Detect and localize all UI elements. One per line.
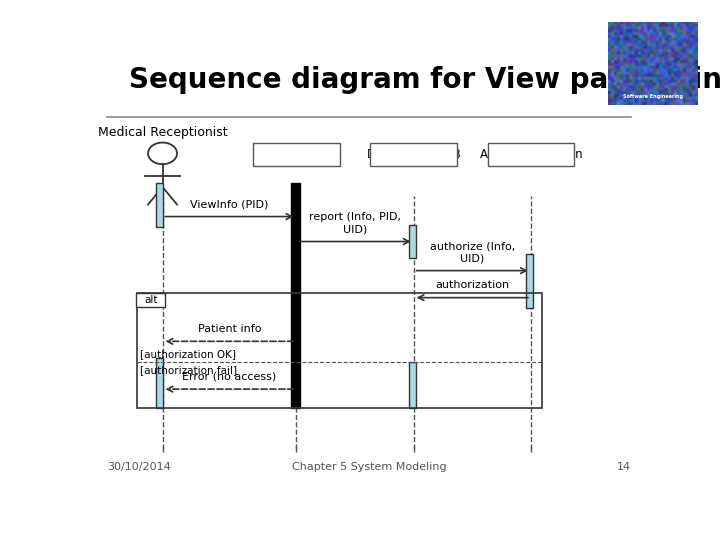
FancyBboxPatch shape (253, 143, 340, 166)
Text: Software Engineering: Software Engineering (624, 93, 683, 99)
Text: Error (no access): Error (no access) (182, 372, 276, 382)
Bar (156, 358, 163, 408)
Text: 30/10/2014: 30/10/2014 (107, 462, 171, 472)
Text: authorize (Info,
UID): authorize (Info, UID) (430, 241, 515, 263)
Bar (156, 183, 163, 227)
FancyBboxPatch shape (370, 143, 457, 166)
FancyBboxPatch shape (136, 293, 166, 307)
Text: ViewInfo (PID): ViewInfo (PID) (190, 199, 269, 209)
Text: Chapter 5 System Modeling: Chapter 5 System Modeling (292, 462, 446, 472)
Bar (138, 294, 542, 408)
Bar (409, 362, 416, 408)
Text: [authorization fail]: [authorization fail] (140, 365, 238, 375)
Text: [authorization OK]: [authorization OK] (140, 349, 236, 359)
Bar (291, 183, 300, 408)
Bar (526, 254, 534, 308)
Text: report (Info, PID,
UID): report (Info, PID, UID) (309, 212, 401, 234)
Text: D: Mentcare-DB: D: Mentcare-DB (366, 148, 461, 161)
Text: 14: 14 (617, 462, 631, 472)
Text: alt: alt (144, 295, 158, 305)
Text: Medical Receptionist: Medical Receptionist (98, 126, 228, 139)
Text: Sequence diagram for View patient information: Sequence diagram for View patient inform… (129, 66, 720, 94)
Bar (409, 225, 416, 258)
Text: AS: Authorization: AS: Authorization (480, 148, 582, 161)
Text: Patient info: Patient info (198, 324, 261, 334)
FancyBboxPatch shape (487, 143, 574, 166)
Text: authorization: authorization (435, 280, 509, 290)
Text: P: PatientInfo: P: PatientInfo (257, 148, 336, 161)
